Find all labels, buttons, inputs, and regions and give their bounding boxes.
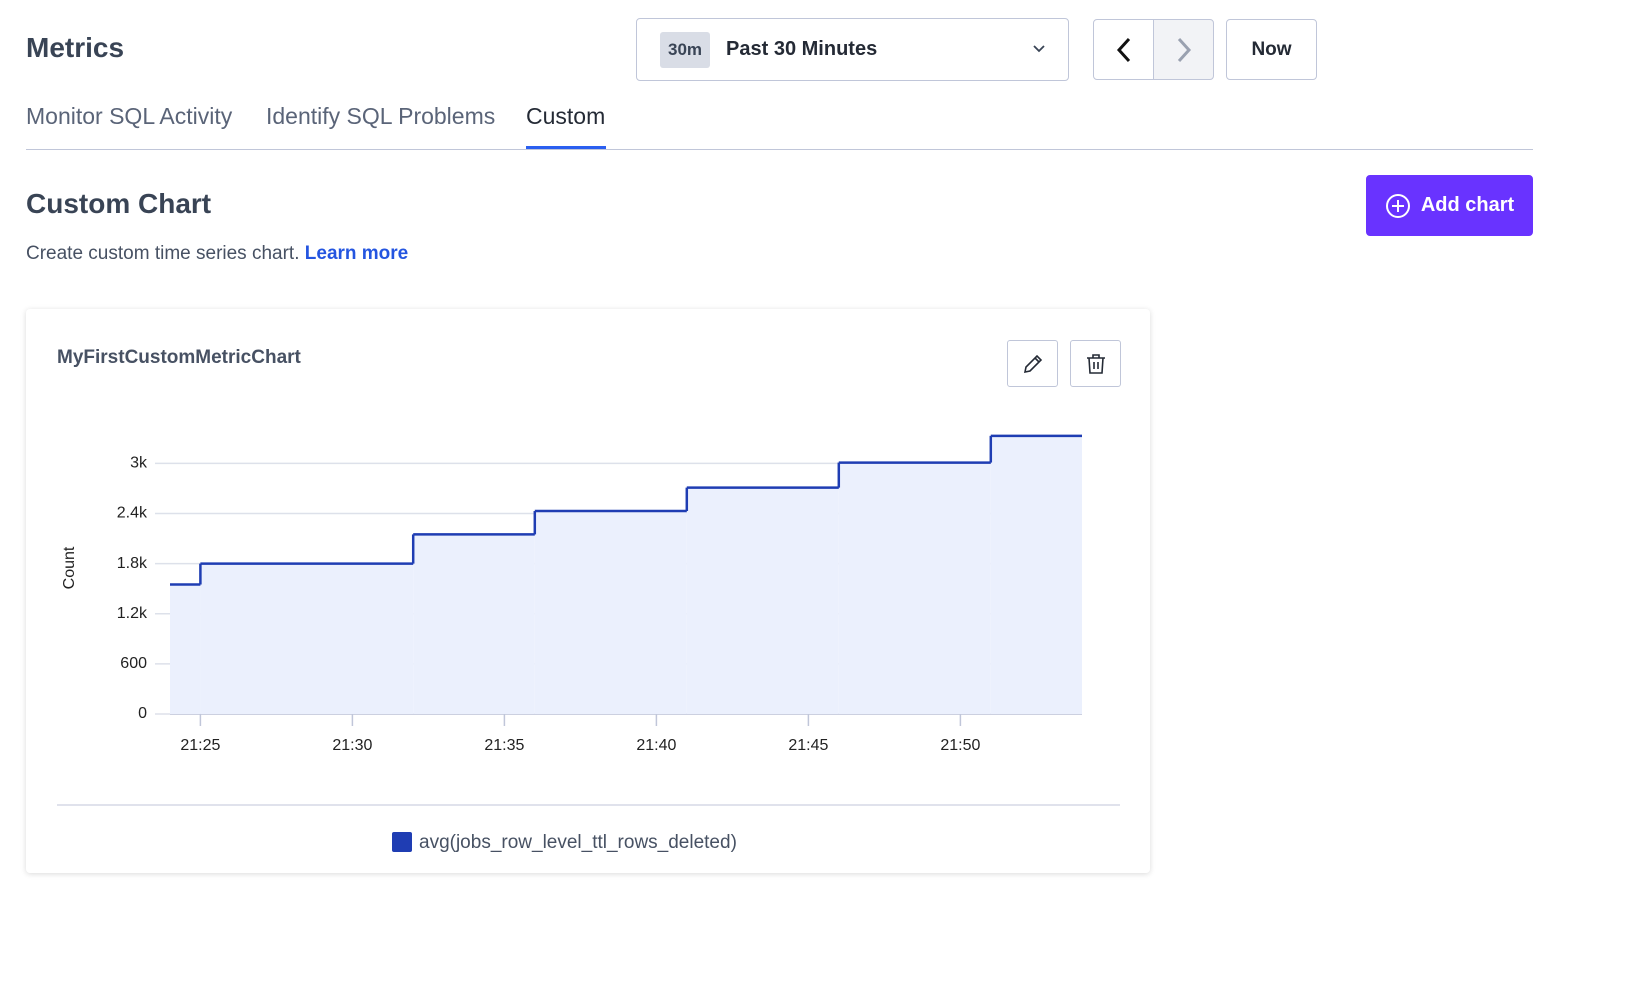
- legend-label: avg(jobs_row_level_ttl_rows_deleted): [419, 832, 737, 853]
- y-tick-label: 1.8k: [117, 555, 148, 572]
- area-fill: [991, 436, 1082, 714]
- area-fill: [170, 585, 200, 714]
- x-tick-label: 21:35: [484, 737, 524, 754]
- y-tick-label: 600: [120, 655, 147, 672]
- area-fill: [200, 564, 413, 714]
- x-tick-label: 21:45: [788, 737, 828, 754]
- legend-swatch: [392, 832, 412, 852]
- area-fill: [535, 511, 687, 714]
- y-axis-label: Count: [61, 546, 78, 589]
- x-tick-label: 21:50: [940, 737, 980, 754]
- y-tick-label: 1.2k: [117, 605, 148, 622]
- area-fill: [839, 463, 991, 714]
- area-fill: [413, 534, 535, 714]
- chart-title: MyFirstCustomMetricChart: [57, 347, 302, 368]
- x-tick-label: 21:25: [180, 737, 220, 754]
- y-tick-label: 3k: [130, 455, 148, 472]
- y-tick-label: 2.4k: [117, 505, 148, 522]
- x-tick-label: 21:30: [332, 737, 372, 754]
- area-fill: [687, 488, 839, 714]
- y-tick-label: 0: [138, 705, 147, 722]
- x-tick-label: 21:40: [636, 737, 676, 754]
